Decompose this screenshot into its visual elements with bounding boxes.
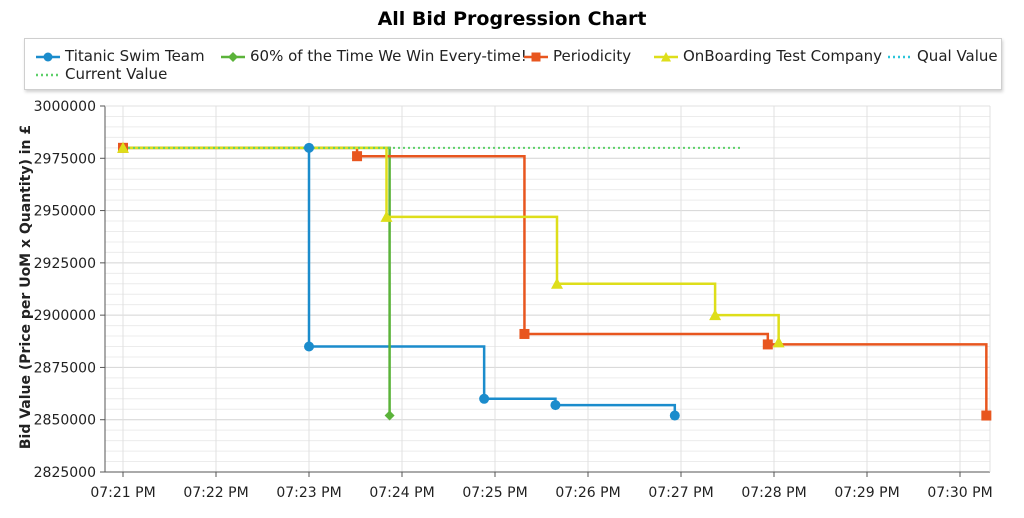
series-lines: [123, 146, 988, 416]
x-tick-label: 07:26 PM: [555, 485, 620, 501]
x-tick-label: 07:25 PM: [462, 485, 527, 501]
x-tick-label: 07:30 PM: [927, 485, 992, 501]
x-tick-label: 07:23 PM: [276, 485, 341, 501]
legend-circle-icon: [36, 52, 60, 62]
data-point-onboarding-test-company: [772, 336, 785, 348]
axes: Bid Value (Price per UoM x Quantity) in …: [18, 99, 993, 501]
data-point-titanic-swim-team: [479, 393, 490, 404]
y-tick-label: 3000000: [34, 99, 96, 115]
legend-label: Qual Value: [917, 47, 998, 65]
series-line-periodicity: [123, 146, 988, 416]
x-tick-label: 07:29 PM: [834, 485, 899, 501]
data-point-onboarding-test-company: [551, 277, 563, 289]
y-tick-label: 2900000: [34, 308, 96, 324]
series-line-onboarding-test-company: [123, 146, 780, 343]
chart-title: All Bid Progression Chart: [377, 8, 647, 30]
data-point-onboarding-test-company: [709, 309, 722, 321]
data-point-60-of-the-time-we-win-every-time: [384, 410, 395, 421]
legend-square-icon: [524, 52, 548, 62]
x-tick-label: 07:27 PM: [648, 485, 713, 501]
data-point-titanic-swim-team: [669, 410, 680, 421]
x-tick-label: 07:28 PM: [741, 485, 806, 501]
y-tick-label: 2975000: [34, 151, 96, 167]
legend-label: Periodicity: [553, 47, 632, 65]
y-tick-label: 2850000: [34, 413, 96, 429]
legend-label: Titanic Swim Team: [65, 47, 205, 65]
data-point-onboarding-test-company: [117, 141, 129, 153]
y-tick-label: 2950000: [34, 204, 96, 220]
legend-label: OnBoarding Test Company: [683, 47, 883, 65]
data-point-periodicity: [519, 328, 530, 339]
data-point-titanic-swim-team: [304, 341, 314, 352]
y-tick-label: 2925000: [34, 256, 96, 272]
data-point-periodicity: [981, 410, 992, 421]
x-tick-label: 07:21 PM: [90, 485, 155, 501]
data-point-periodicity: [352, 151, 363, 162]
x-tick-label: 07:22 PM: [183, 485, 248, 501]
series-markers: [117, 141, 992, 421]
y-tick-label: 2875000: [34, 360, 96, 376]
series-line-titanic-swim-team: [307, 147, 677, 416]
legend-label: Current Value: [65, 65, 168, 83]
chart-legend: Titanic Swim Team 60% of the Time We Win…: [24, 38, 1002, 90]
y-axis-label: Bid Value (Price per UoM x Quantity) in …: [18, 125, 34, 449]
data-point-titanic-swim-team: [304, 142, 314, 153]
x-tick-label: 07:24 PM: [369, 485, 434, 501]
legend-dotted-line-icon: [36, 73, 60, 77]
data-point-periodicity: [762, 339, 773, 350]
data-point-onboarding-test-company: [380, 210, 393, 222]
y-tick-label: 2825000: [34, 465, 96, 481]
grid: [105, 105, 990, 473]
legend-triangle-icon: [654, 52, 678, 62]
legend-dotted-line-icon: [888, 55, 912, 59]
data-point-titanic-swim-team: [550, 400, 561, 411]
legend-diamond-icon: [221, 52, 245, 62]
legend-label: 60% of the Time We Win Every-time!: [250, 47, 527, 65]
series-line-60-of-the-time-we-win-every-time: [123, 146, 391, 416]
